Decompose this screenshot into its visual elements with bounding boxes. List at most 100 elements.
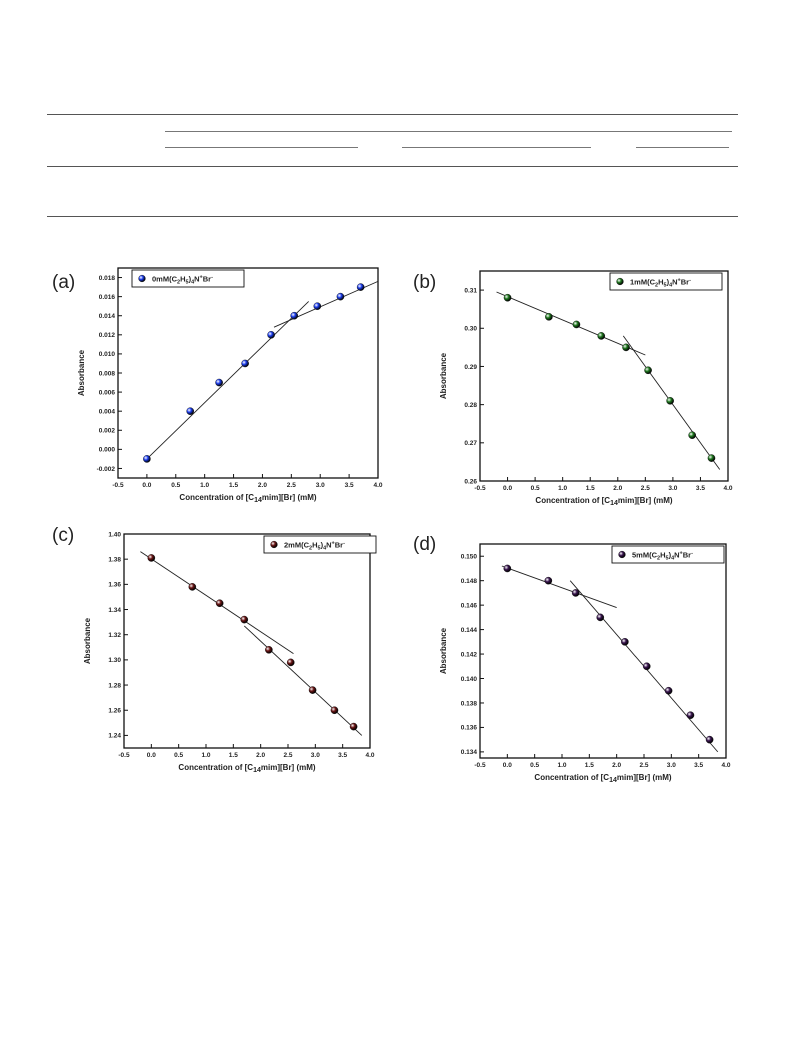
panel-label-c: (c): [52, 525, 75, 546]
y-axis-label: Absorbance: [77, 349, 86, 396]
panel-label-d: (d): [413, 534, 437, 555]
chart-c: -0.5 0.0 0.5 1.0 1.5 2.0 2.5 3.0 3.5 4.0 1.24 1.26 1…: [83, 531, 377, 774]
table-subheader-rule-3: [636, 147, 729, 148]
data-point: [267, 331, 275, 339]
y-tick-label: 1.30: [108, 657, 121, 664]
data-point: [356, 283, 365, 291]
data-point: [666, 397, 674, 405]
y-tick-label: 0.134: [461, 749, 478, 756]
x-tick-label: 1.0: [558, 485, 567, 492]
x-tick-label: 0.0: [142, 482, 151, 489]
y-tick-label: 0.140: [461, 676, 478, 683]
y-axis-label: Absorbance: [439, 352, 448, 399]
y-axis-label: Absorbance: [83, 617, 92, 664]
x-tick-label: 2.5: [641, 485, 650, 492]
data-point: [644, 366, 652, 375]
data-point: [705, 735, 714, 744]
table-subheader-rule-1: [165, 147, 358, 148]
data-point: [143, 455, 151, 463]
legend-label: 1mM(C2H5)4N+Br-: [630, 278, 691, 289]
data-point: [308, 686, 317, 694]
x-axis-label: Concentration of [C14mim][Br] (mM): [535, 496, 672, 507]
x-tick-label: 2.0: [256, 752, 265, 759]
chart-a: -0.5 0.0 0.5 1.0 1.5 2.0 2.5 3.0 3.5 4.0 -0.002 0.0…: [77, 267, 383, 504]
legend-marker: [618, 550, 626, 559]
legend-box: [131, 269, 245, 288]
legend-label: 2mM(C2H5)4N+Br-: [284, 541, 345, 552]
y-tick-label: 0.144: [461, 627, 478, 634]
x-tick-label: 2.0: [612, 762, 621, 769]
y-tick-label: 1.28: [108, 682, 121, 689]
fit-line: [496, 291, 646, 356]
data-point: [596, 613, 605, 622]
y-tick-label: 0.31: [464, 287, 477, 294]
plot-frame: [123, 533, 371, 749]
y-tick-label: 0.004: [99, 408, 116, 415]
data-point: [503, 564, 512, 573]
plot-frame: [479, 543, 727, 759]
y-tick-label: 0.006: [99, 389, 116, 396]
data-point: [621, 638, 629, 646]
x-tick-label: 2.5: [283, 752, 292, 759]
data-point: [147, 554, 156, 562]
x-tick-label: 2.0: [258, 482, 267, 489]
data-point: [188, 583, 197, 591]
x-tick-label: 0.5: [531, 485, 540, 492]
y-tick-label: 0.146: [461, 602, 478, 609]
fit-line: [243, 625, 363, 736]
y-tick-label: -0.002: [97, 466, 116, 473]
data-point: [186, 407, 195, 415]
data-point: [544, 576, 553, 585]
plot-frame: [479, 270, 729, 482]
table-top-rule: [47, 114, 738, 115]
y-tick-label: 0.148: [461, 578, 478, 585]
x-tick-label: -0.5: [118, 752, 130, 759]
y-tick-label: 0.002: [99, 428, 116, 435]
y-tick-label: 0.28: [464, 402, 477, 409]
y-tick-label: 0.30: [464, 326, 477, 333]
x-tick-label: 3.0: [316, 482, 325, 489]
y-tick-label: 0.150: [461, 554, 478, 561]
chart-d: -0.5 0.0 0.5 1.0 1.5 2.0 2.5 3.0 3.5 4.0 0.134 0.13…: [439, 543, 731, 784]
x-tick-label: 0.0: [147, 752, 156, 759]
y-tick-label: 0.26: [464, 478, 477, 485]
x-tick-label: 1.0: [200, 482, 209, 489]
y-tick-label: 1.38: [108, 556, 121, 563]
legend-box: [609, 272, 723, 291]
data-point: [215, 378, 223, 387]
x-tick-label: 0.0: [503, 762, 512, 769]
y-tick-label: 1.40: [108, 531, 121, 538]
x-tick-label: 3.5: [694, 762, 703, 769]
y-tick-label: 0.016: [99, 294, 116, 301]
x-axis-label: Concentration of [C14mim][Br] (mM): [534, 773, 671, 784]
data-point: [597, 332, 606, 340]
x-tick-label: 2.5: [639, 762, 648, 769]
data-point: [686, 711, 695, 719]
x-tick-label: 3.5: [345, 482, 354, 489]
legend-box: [611, 545, 725, 564]
data-point: [215, 599, 224, 608]
y-tick-label: 0.008: [99, 370, 116, 377]
table-header-rule: [165, 131, 732, 132]
x-tick-label: -0.5: [112, 482, 124, 489]
y-tick-label: 0.136: [461, 725, 478, 732]
x-tick-label: 1.0: [557, 762, 566, 769]
x-tick-label: 0.5: [530, 762, 539, 769]
panel-label-b: (b): [413, 272, 437, 293]
x-tick-label: 3.0: [311, 752, 320, 759]
x-tick-label: 1.5: [229, 482, 238, 489]
data-point: [664, 686, 673, 695]
data-point: [622, 343, 630, 352]
x-tick-label: 3.5: [696, 485, 705, 492]
y-tick-label: 0.27: [464, 440, 477, 447]
table-bottom-rule: [47, 216, 738, 217]
x-tick-label: 1.5: [585, 762, 594, 769]
data-point: [330, 706, 339, 715]
x-axis-label: Concentration of [C14mim][Br] (mM): [178, 763, 315, 774]
y-tick-label: 0.012: [99, 332, 116, 339]
x-tick-label: -0.5: [474, 485, 486, 492]
y-tick-label: 0.142: [461, 651, 478, 658]
x-tick-label: 1.5: [229, 752, 238, 759]
fit-line: [501, 565, 617, 609]
y-tick-label: 0.010: [99, 351, 116, 358]
